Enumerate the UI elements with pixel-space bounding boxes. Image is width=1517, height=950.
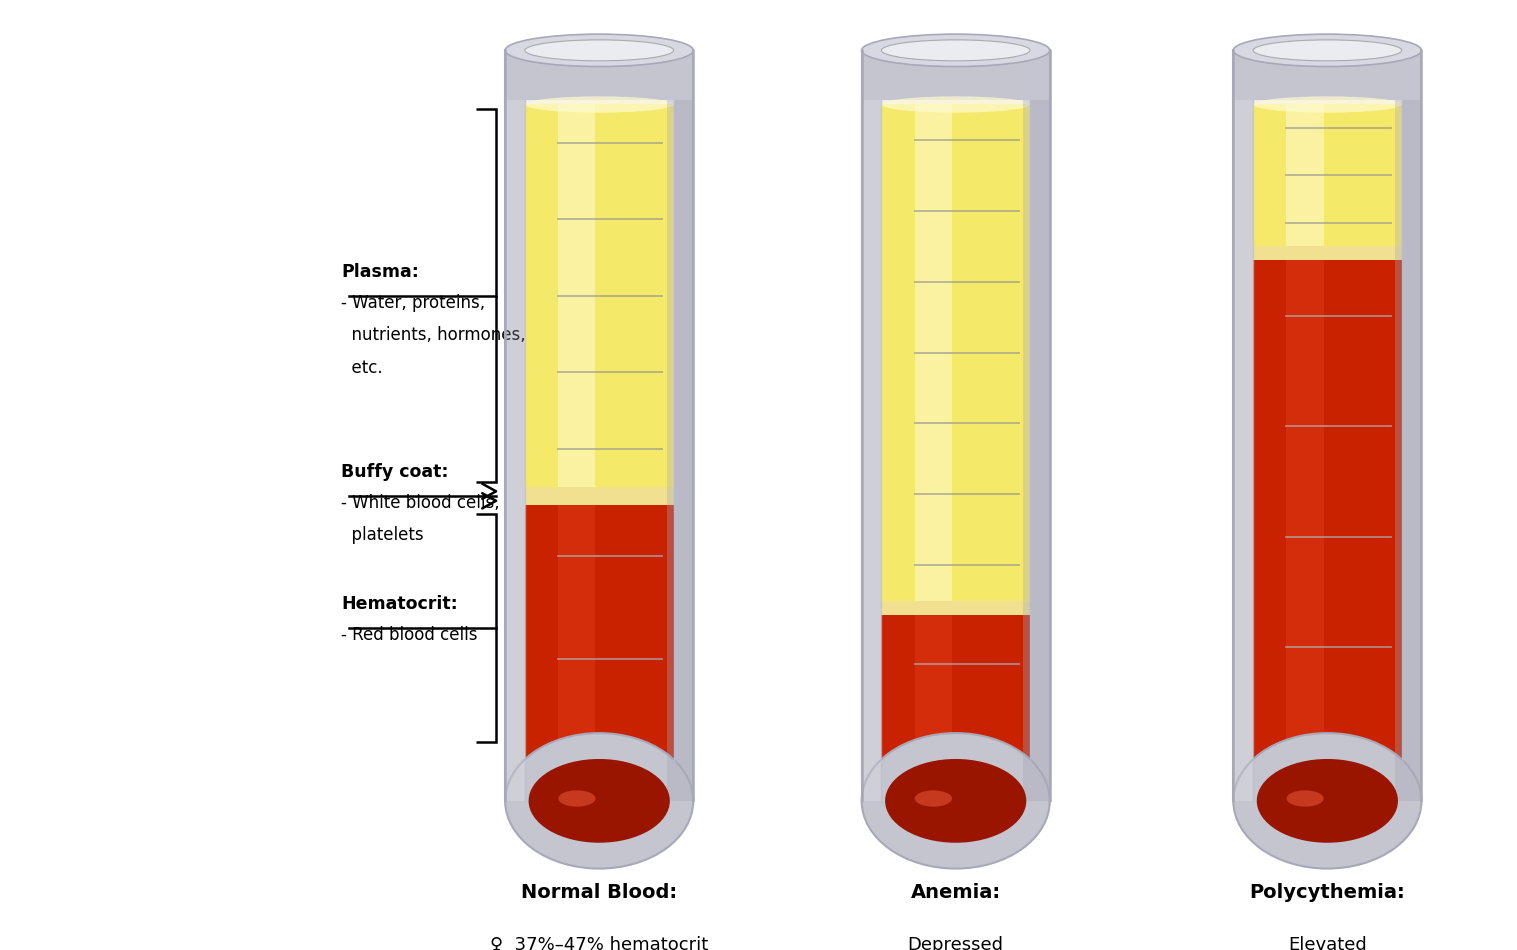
Bar bbox=[862, 100, 1050, 801]
Text: platelets: platelets bbox=[341, 526, 423, 544]
Bar bbox=[1253, 104, 1402, 246]
Ellipse shape bbox=[884, 759, 1027, 843]
Ellipse shape bbox=[1286, 790, 1324, 807]
Ellipse shape bbox=[1253, 752, 1402, 865]
Text: Hematocrit:: Hematocrit: bbox=[341, 595, 458, 613]
Ellipse shape bbox=[558, 790, 596, 807]
Bar bbox=[1233, 50, 1421, 100]
Text: - Water, proteins,: - Water, proteins, bbox=[341, 294, 485, 312]
Ellipse shape bbox=[525, 752, 674, 865]
Bar bbox=[862, 50, 1050, 100]
Bar bbox=[525, 100, 674, 808]
Ellipse shape bbox=[881, 96, 1030, 113]
Text: Plasma:: Plasma: bbox=[341, 262, 419, 280]
Bar bbox=[558, 504, 596, 813]
Bar bbox=[1253, 260, 1402, 813]
Bar bbox=[881, 100, 1030, 808]
Text: Buffy coat:: Buffy coat: bbox=[341, 463, 449, 481]
Text: Depressed: Depressed bbox=[907, 936, 1004, 950]
Text: Polycythemia:: Polycythemia: bbox=[1250, 884, 1405, 902]
Bar bbox=[525, 504, 674, 813]
Bar bbox=[1286, 260, 1324, 813]
Text: - White blood cells,: - White blood cells, bbox=[341, 494, 501, 512]
Ellipse shape bbox=[505, 733, 693, 868]
Bar bbox=[505, 50, 693, 100]
Ellipse shape bbox=[862, 733, 1050, 868]
Text: Anemia:: Anemia: bbox=[910, 884, 1001, 902]
Bar bbox=[1396, 100, 1421, 801]
Ellipse shape bbox=[1233, 733, 1421, 868]
Ellipse shape bbox=[1256, 759, 1399, 843]
Ellipse shape bbox=[1233, 733, 1421, 868]
Bar bbox=[881, 104, 1030, 600]
Bar bbox=[862, 100, 883, 801]
Bar bbox=[667, 100, 693, 801]
Ellipse shape bbox=[525, 799, 674, 827]
Ellipse shape bbox=[505, 733, 693, 868]
Bar bbox=[881, 600, 1030, 615]
Bar bbox=[525, 104, 674, 487]
Bar bbox=[915, 104, 953, 600]
Bar bbox=[505, 100, 526, 801]
Bar bbox=[915, 615, 953, 813]
Text: Elevated: Elevated bbox=[1288, 936, 1367, 950]
Ellipse shape bbox=[881, 40, 1030, 61]
Ellipse shape bbox=[1253, 96, 1402, 113]
Text: Normal Blood:: Normal Blood: bbox=[522, 884, 677, 902]
Ellipse shape bbox=[528, 759, 671, 843]
Ellipse shape bbox=[1253, 799, 1402, 827]
Text: etc.: etc. bbox=[341, 358, 382, 376]
Ellipse shape bbox=[525, 96, 674, 113]
Ellipse shape bbox=[505, 34, 693, 66]
Bar bbox=[1253, 246, 1402, 260]
Ellipse shape bbox=[525, 40, 674, 61]
Bar bbox=[1253, 100, 1402, 808]
Ellipse shape bbox=[1233, 34, 1421, 66]
Ellipse shape bbox=[862, 34, 1050, 66]
Ellipse shape bbox=[862, 733, 1050, 868]
Bar bbox=[558, 104, 596, 487]
Text: ♀  37%–47% hematocrit: ♀ 37%–47% hematocrit bbox=[490, 936, 708, 950]
Bar bbox=[1024, 100, 1050, 801]
Ellipse shape bbox=[1253, 40, 1402, 61]
Ellipse shape bbox=[881, 799, 1030, 827]
Text: - Red blood cells: - Red blood cells bbox=[341, 626, 478, 644]
Bar bbox=[1233, 100, 1255, 801]
Bar bbox=[1233, 100, 1421, 801]
Bar bbox=[1286, 104, 1324, 246]
Text: nutrients, hormones,: nutrients, hormones, bbox=[341, 326, 526, 344]
Bar bbox=[881, 615, 1030, 813]
Ellipse shape bbox=[881, 752, 1030, 865]
Bar bbox=[505, 100, 693, 801]
Bar bbox=[525, 487, 674, 504]
Ellipse shape bbox=[915, 790, 953, 807]
